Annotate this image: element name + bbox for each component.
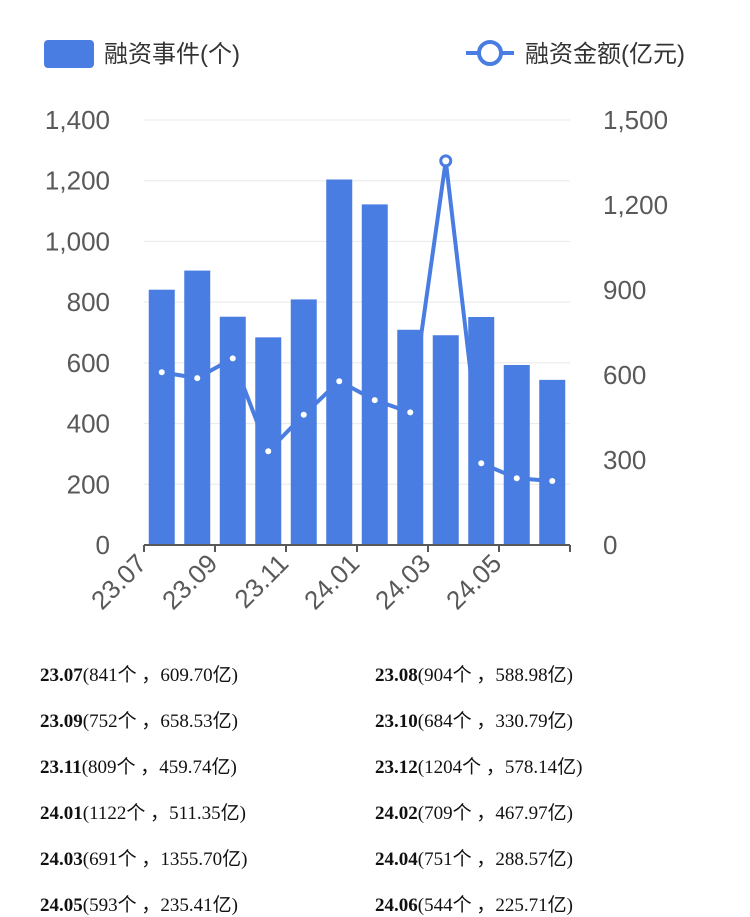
bar bbox=[468, 317, 495, 545]
line-point bbox=[265, 448, 272, 455]
bar bbox=[361, 204, 388, 545]
line-point bbox=[439, 154, 453, 168]
line-point bbox=[336, 378, 343, 385]
summary-period: 24.06 bbox=[375, 895, 418, 916]
series-line bbox=[161, 158, 553, 484]
summary-period: 23.08 bbox=[375, 665, 418, 686]
y-right-tick-label: 0 bbox=[603, 530, 617, 560]
summary-period: 23.09 bbox=[40, 711, 83, 732]
y-left-tick-label: 1,200 bbox=[45, 166, 110, 196]
summary-period: 24.04 bbox=[375, 849, 418, 870]
summary-detail: (904个 ，588.98亿) bbox=[417, 665, 573, 686]
summary-period: 23.12 bbox=[375, 757, 418, 778]
x-tick-label: 23.11 bbox=[228, 548, 294, 614]
bar bbox=[184, 270, 211, 545]
line-series bbox=[158, 154, 556, 485]
bar bbox=[219, 316, 246, 545]
bar bbox=[326, 179, 353, 545]
bar bbox=[503, 364, 530, 545]
y-left-tick-label: 1,400 bbox=[45, 105, 110, 135]
summary-detail: (684个 ，330.79亿) bbox=[417, 711, 573, 732]
y-left-tick-label: 600 bbox=[67, 348, 110, 378]
summary-period: 23.11 bbox=[40, 757, 82, 778]
summary-period: 24.03 bbox=[40, 849, 83, 870]
y-right-tick-label: 300 bbox=[603, 445, 646, 475]
y-right-tick-label: 1,200 bbox=[603, 190, 668, 220]
summary-detail: (709个 ，467.97亿) bbox=[417, 803, 573, 824]
bar bbox=[539, 379, 566, 545]
line-point bbox=[158, 369, 165, 376]
summary-detail: (809个 ，459.74亿) bbox=[81, 757, 237, 778]
summary-item: 24.06(544个 ，225.71亿) bbox=[375, 890, 573, 917]
summary-period: 24.02 bbox=[375, 803, 418, 824]
summary-period: 24.01 bbox=[40, 803, 83, 824]
x-tick-label: 24.01 bbox=[298, 548, 365, 615]
y-left-tick-label: 800 bbox=[67, 287, 110, 317]
x-tick-label: 23.09 bbox=[156, 548, 223, 615]
y-right-tick-label: 900 bbox=[603, 275, 646, 305]
summary-item: 24.05(593个 ，235.41亿) bbox=[40, 890, 238, 917]
legend-line-marker bbox=[477, 40, 503, 66]
summary-detail: (593个 ，235.41亿) bbox=[82, 895, 238, 916]
summary-item: 23.12(1204个 ，578.14亿) bbox=[375, 752, 582, 779]
summary-detail: (544个 ，225.71亿) bbox=[417, 895, 573, 916]
grid bbox=[144, 119, 570, 485]
summary-detail: (1122个 ，511.35亿) bbox=[82, 803, 246, 824]
legend: 融资事件(个) 融资金额(亿元) bbox=[44, 40, 685, 68]
y-left-tick-label: 400 bbox=[67, 409, 110, 439]
y-left-tick-label: 0 bbox=[96, 530, 110, 560]
summary-item: 24.02(709个 ，467.97亿) bbox=[375, 798, 573, 825]
axes: 0 200 400 600 800 1,000 1,200 1,400 0 300 600 900 1,… bbox=[45, 105, 668, 615]
summary-item: 23.10(684个 ，330.79亿) bbox=[375, 706, 573, 733]
summary-item: 24.03(691个 ，1355.70亿) bbox=[40, 844, 247, 871]
bar bbox=[432, 335, 459, 545]
line-point bbox=[300, 411, 307, 418]
x-tick-label: 24.03 bbox=[369, 548, 436, 615]
summary-item: 24.01(1122个 ，511.35亿) bbox=[40, 798, 246, 825]
line-point bbox=[194, 375, 201, 382]
line-point bbox=[478, 460, 485, 467]
bar bbox=[397, 329, 424, 545]
y-left-tick-label: 1,000 bbox=[45, 226, 110, 256]
summary-period: 23.10 bbox=[375, 711, 418, 732]
summary-detail: (691个 ，1355.70亿) bbox=[82, 849, 248, 870]
summary-detail: (752个 ，658.53亿) bbox=[82, 711, 238, 732]
x-tick-label: 24.05 bbox=[440, 548, 507, 615]
summary-item: 23.09(752个 ，658.53亿) bbox=[40, 706, 238, 733]
summary-detail: (1204个 ，578.14亿) bbox=[417, 757, 583, 778]
summary-item: 23.07(841个 ，609.70亿) bbox=[40, 660, 238, 687]
line-point bbox=[229, 355, 236, 362]
legend-bar-label: 融资事件(个) bbox=[104, 41, 240, 68]
combo-chart: 融资事件(个) 融资金额(亿元) 0 200 400 600 800 1,000 1,200… bbox=[44, 40, 685, 615]
y-left-tick-label: 200 bbox=[67, 469, 110, 499]
legend-bar-swatch bbox=[44, 40, 94, 68]
line-point bbox=[407, 409, 414, 416]
line-point bbox=[371, 397, 378, 404]
legend-line-label: 融资金额(亿元) bbox=[525, 41, 685, 68]
summary-period: 23.07 bbox=[40, 665, 83, 686]
bar-series bbox=[148, 179, 566, 545]
line-point bbox=[513, 475, 520, 482]
y-right-tick-label: 600 bbox=[603, 360, 646, 390]
bar bbox=[148, 289, 175, 545]
summary-detail: (841个 ，609.70亿) bbox=[82, 665, 238, 686]
y-right-tick-label: 1,500 bbox=[603, 105, 668, 135]
summary-detail: (751个 ，288.57亿) bbox=[417, 849, 573, 870]
summary-item: 23.11(809个 ，459.74亿) bbox=[40, 752, 237, 779]
line-point bbox=[549, 478, 556, 485]
summary-item: 23.08(904个 ，588.98亿) bbox=[375, 660, 573, 687]
summary-item: 24.04(751个 ，288.57亿) bbox=[375, 844, 573, 871]
summary-period: 24.05 bbox=[40, 895, 83, 916]
